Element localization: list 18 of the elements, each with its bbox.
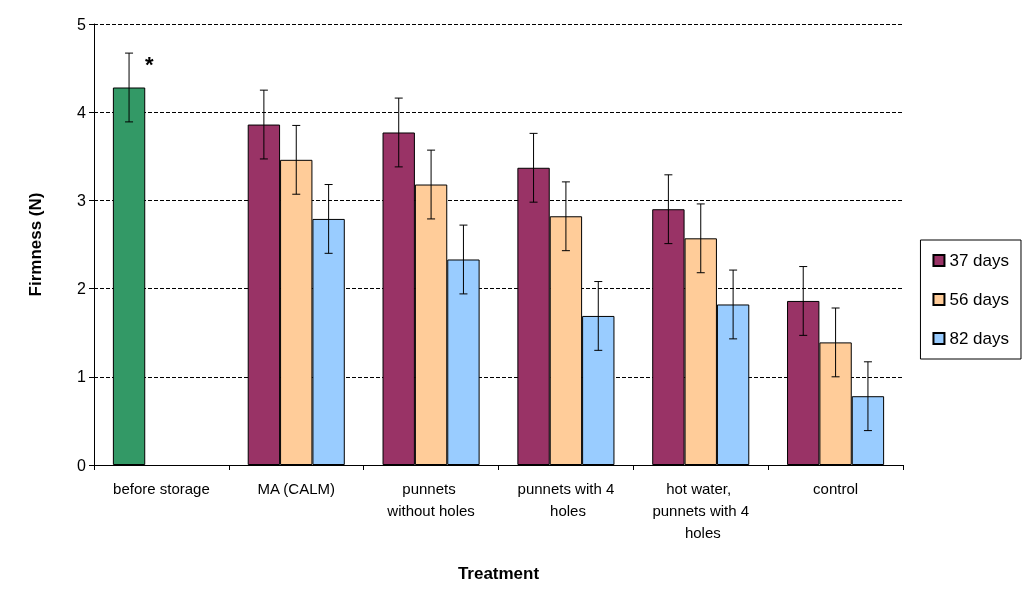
x-tick-label: before storage (113, 479, 210, 497)
x-tick-label: hot water, punnets with 4 holes (652, 479, 750, 541)
x-tick-label: control (813, 479, 859, 497)
legend-label: 56 days (949, 290, 1010, 309)
y-tick-label: 5 (77, 15, 87, 33)
legend-label: 82 days (949, 329, 1010, 348)
y-tick-label: 3 (77, 191, 87, 209)
x-tick-label: punnets without holes (386, 479, 475, 519)
x-tick-label: MA (CALM) (257, 479, 336, 497)
y-tick-label: 0 (77, 456, 87, 474)
y-tick-label: 4 (77, 103, 87, 121)
y-tick-label: 2 (77, 280, 87, 298)
y-tick-label: 1 (77, 368, 87, 386)
annotation: * (145, 51, 155, 77)
legend-label: 37 days (949, 251, 1010, 270)
x-axis-title: Treatment (457, 564, 540, 583)
y-axis-title: Firmness (N) (26, 192, 45, 297)
x-tick-label: punnets with 4 holes (517, 479, 615, 519)
